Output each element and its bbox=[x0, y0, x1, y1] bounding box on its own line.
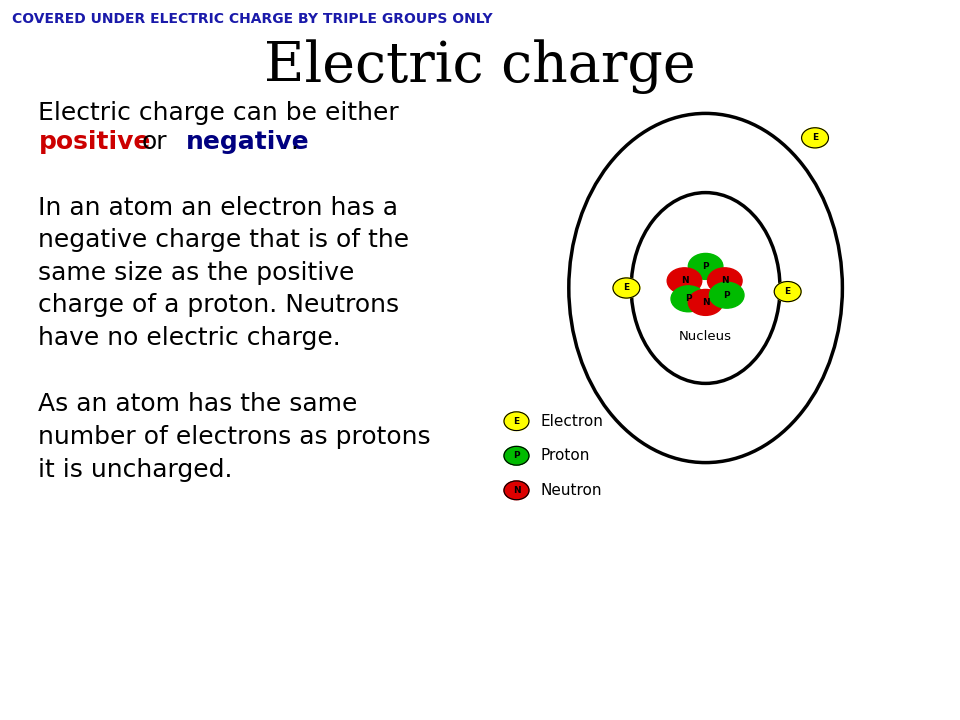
Text: P: P bbox=[724, 291, 730, 300]
Circle shape bbox=[802, 127, 828, 148]
Text: N: N bbox=[702, 298, 709, 307]
Circle shape bbox=[709, 282, 744, 308]
Circle shape bbox=[504, 446, 529, 465]
Text: Proton: Proton bbox=[540, 449, 589, 463]
Circle shape bbox=[688, 289, 723, 315]
Text: E: E bbox=[623, 284, 630, 292]
Text: N: N bbox=[681, 276, 688, 285]
Circle shape bbox=[504, 481, 529, 500]
Circle shape bbox=[667, 268, 702, 294]
Text: P: P bbox=[703, 262, 708, 271]
Circle shape bbox=[612, 278, 639, 298]
Text: P: P bbox=[514, 451, 519, 460]
Text: negative: negative bbox=[186, 130, 310, 153]
Text: N: N bbox=[513, 486, 520, 495]
Text: Neutron: Neutron bbox=[540, 483, 602, 498]
Text: Nucleus: Nucleus bbox=[679, 330, 732, 343]
Text: N: N bbox=[721, 276, 729, 285]
Text: Electric charge: Electric charge bbox=[264, 40, 696, 94]
Text: .: . bbox=[290, 130, 298, 153]
Text: COVERED UNDER ELECTRIC CHARGE BY TRIPLE GROUPS ONLY: COVERED UNDER ELECTRIC CHARGE BY TRIPLE … bbox=[12, 12, 492, 26]
Circle shape bbox=[504, 412, 529, 431]
Circle shape bbox=[708, 268, 742, 294]
Text: E: E bbox=[784, 287, 791, 296]
Text: positive: positive bbox=[38, 130, 151, 153]
Text: In an atom an electron has a
negative charge that is of the
same size as the pos: In an atom an electron has a negative ch… bbox=[38, 196, 410, 350]
Text: As an atom has the same
number of electrons as protons
it is uncharged.: As an atom has the same number of electr… bbox=[38, 392, 431, 482]
Circle shape bbox=[774, 282, 802, 302]
Circle shape bbox=[671, 286, 706, 312]
Circle shape bbox=[688, 253, 723, 279]
Text: E: E bbox=[514, 417, 519, 426]
Text: Electric charge can be either: Electric charge can be either bbox=[38, 101, 399, 125]
Text: Electron: Electron bbox=[540, 414, 603, 428]
Text: E: E bbox=[812, 133, 818, 143]
Text: P: P bbox=[685, 294, 691, 303]
Text: or: or bbox=[142, 130, 168, 153]
